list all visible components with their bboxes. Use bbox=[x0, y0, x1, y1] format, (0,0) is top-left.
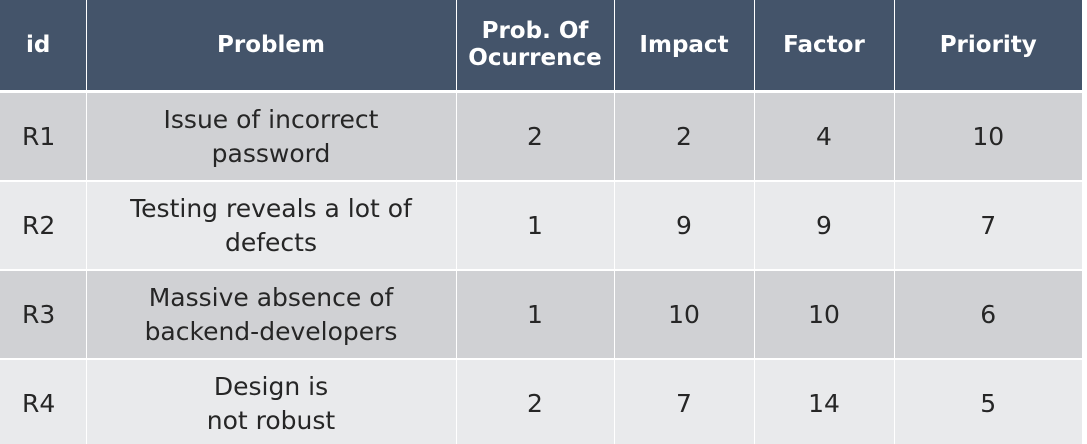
header-problem: Problem bbox=[86, 0, 457, 93]
header-impact: Impact bbox=[614, 0, 755, 93]
table-row: R4 Design is not robust 2 7 14 5 bbox=[0, 359, 1082, 444]
table-row: R2 Testing reveals a lot of defects 1 9 … bbox=[0, 181, 1082, 271]
header-row: id Problem Prob. Of Ocurrence Impact Fac… bbox=[0, 0, 1082, 93]
cell-factor: 9 bbox=[754, 181, 895, 271]
header-id: id bbox=[0, 0, 87, 93]
cell-problem: Massive absence of backend-developers bbox=[86, 270, 457, 360]
header-priority: Priority bbox=[894, 0, 1082, 93]
header-factor: Factor bbox=[754, 0, 895, 93]
problem-text: Testing reveals a lot of defects bbox=[130, 193, 412, 257]
cell-id: R3 bbox=[0, 270, 87, 360]
header-prob-of-ocurrence: Prob. Of Ocurrence bbox=[456, 0, 615, 93]
cell-factor: 14 bbox=[754, 359, 895, 444]
table-row: R1 Issue of incorrect password 2 2 4 10 bbox=[0, 91, 1082, 182]
cell-problem: Issue of incorrect password bbox=[86, 91, 457, 182]
table-row: R3 Massive absence of backend-developers… bbox=[0, 270, 1082, 360]
cell-priority: 10 bbox=[894, 91, 1082, 182]
cell-prob: 2 bbox=[456, 359, 615, 444]
cell-priority: 7 bbox=[894, 181, 1082, 271]
header-prob-line1: Prob. Of bbox=[481, 18, 589, 44]
cell-id: R4 bbox=[0, 359, 87, 444]
cell-factor: 4 bbox=[754, 91, 895, 182]
cell-priority: 6 bbox=[894, 270, 1082, 360]
cell-impact: 2 bbox=[614, 91, 755, 182]
cell-problem: Design is not robust bbox=[86, 359, 457, 444]
header-prob-line2: Ocurrence bbox=[468, 45, 602, 71]
problem-text: Design is not robust bbox=[206, 371, 336, 435]
cell-problem: Testing reveals a lot of defects bbox=[86, 181, 457, 271]
cell-prob: 1 bbox=[456, 181, 615, 271]
cell-impact: 10 bbox=[614, 270, 755, 360]
cell-id: R2 bbox=[0, 181, 87, 271]
cell-impact: 9 bbox=[614, 181, 755, 271]
cell-impact: 7 bbox=[614, 359, 755, 444]
problem-text: Issue of incorrect password bbox=[163, 104, 379, 168]
cell-prob: 1 bbox=[456, 270, 615, 360]
cell-factor: 10 bbox=[754, 270, 895, 360]
problem-text: Massive absence of backend-developers bbox=[144, 282, 398, 346]
cell-priority: 5 bbox=[894, 359, 1082, 444]
cell-id: R1 bbox=[0, 91, 87, 182]
cell-prob: 2 bbox=[456, 91, 615, 182]
